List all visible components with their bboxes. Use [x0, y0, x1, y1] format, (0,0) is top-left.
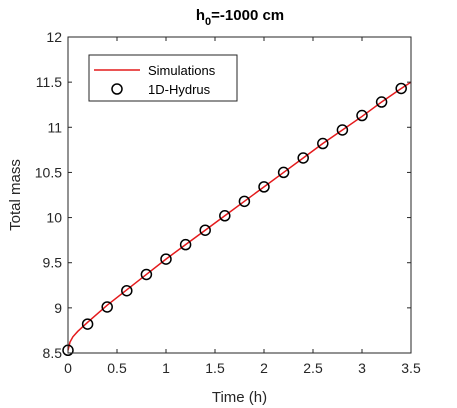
data-point-hydrus	[199, 224, 211, 236]
data-point-hydrus	[140, 268, 153, 281]
y-tick-label: 12	[46, 29, 62, 45]
x-tick-label: 3	[358, 360, 366, 376]
x-tick-label: 0	[64, 360, 72, 376]
data-point-hydrus	[179, 238, 192, 251]
y-tick-label: 11.5	[36, 74, 62, 90]
data-point-hydrus	[395, 82, 407, 95]
data-point-hydrus	[375, 96, 388, 108]
chart-title-subscript: 0	[205, 16, 211, 28]
y-tick-label: 9	[54, 300, 62, 316]
x-tick-label: 2.5	[303, 360, 323, 376]
data-point-hydrus	[238, 195, 251, 208]
x-tick-label: 2	[260, 360, 268, 376]
x-tick-label: 0.5	[107, 360, 127, 376]
data-point-hydrus	[356, 109, 368, 122]
data-point-hydrus	[160, 253, 172, 265]
data-point-hydrus	[317, 137, 329, 150]
x-axis-label: Time (h)	[212, 389, 267, 406]
legend-marker-swatch	[111, 83, 123, 95]
y-tick-label: 11	[47, 119, 62, 135]
y-tick-label: 9.5	[43, 255, 63, 271]
x-tick-label: 3.5	[401, 360, 421, 376]
x-tick-label: 1	[162, 360, 170, 376]
y-tick-label: 10	[46, 210, 62, 226]
y-axis-label: Total mass	[7, 159, 24, 231]
series-layer	[62, 81, 412, 357]
legend: Simulations 1D-Hydrus	[88, 54, 238, 102]
plot-frame	[67, 36, 412, 354]
chart-title-rest: =-1000 cm	[211, 7, 284, 24]
data-point-hydrus	[297, 152, 309, 164]
legend-label-hydrus: 1D-Hydrus	[148, 82, 211, 97]
data-point-hydrus	[258, 181, 270, 193]
y-tick-label: 8.5	[43, 345, 63, 361]
legend-label-simulations: Simulations	[148, 63, 216, 78]
chart-title-main: h	[196, 7, 205, 24]
data-point-hydrus	[81, 318, 94, 330]
data-point-hydrus	[121, 284, 133, 297]
data-point-hydrus	[277, 166, 290, 179]
chart-title: h0=-1000 cm	[196, 7, 284, 28]
x-tick-label: 1.5	[205, 360, 225, 376]
data-point-hydrus	[101, 301, 113, 313]
data-point-hydrus	[219, 210, 231, 222]
y-tick-label: 10.5	[35, 164, 62, 180]
data-point-hydrus	[336, 124, 349, 136]
